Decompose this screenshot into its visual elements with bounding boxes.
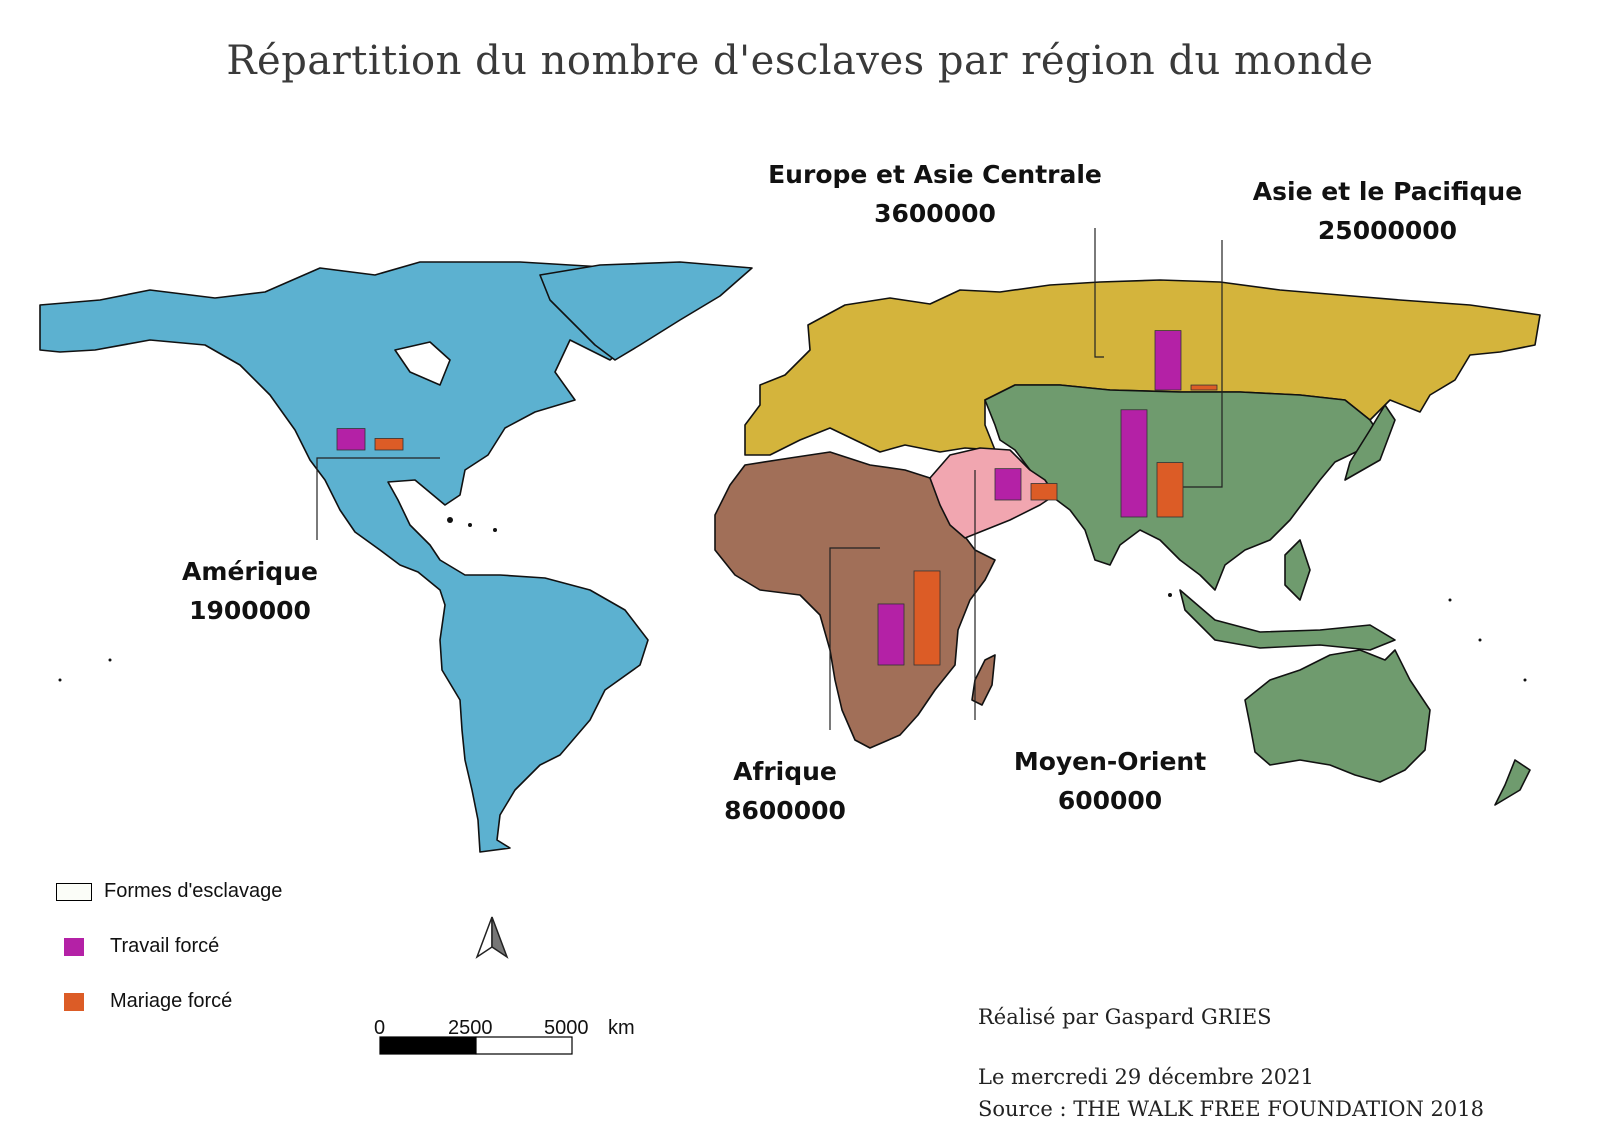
bar-travail-force-europe [1154,330,1182,391]
bar-mariage-force-europe [1190,384,1218,391]
greenland [539,261,753,361]
region-value-amerique: 1900000 [189,596,311,625]
credit-date: Le mercredi 29 décembre 2021 [978,1065,1314,1089]
indonesia [1179,589,1396,651]
philippines [1284,539,1311,601]
leader-line-europe [1094,228,1104,358]
bar-mariage-force-africa [913,570,941,666]
legend-item-mariage: Mariage forcé [64,990,232,1013]
bar-travail-force-middle-east [994,468,1022,501]
bar-travail-force-africa [877,603,905,666]
legend-swatch-travail [64,937,84,956]
australia [1244,649,1431,783]
region-value-afrique: 8600000 [724,796,846,825]
region-value-moyen-orient: 600000 [1057,786,1163,815]
leader-line-amerique [316,457,440,540]
leader-line-asie [1165,240,1223,488]
credit-author: Réalisé par Gaspard GRIES [978,1005,1272,1029]
leader-line-afrique [829,547,880,730]
region-europe-asie-centrale [744,279,1541,456]
bar-mariage-force-america [374,438,404,451]
bar-mariage-force-middle-east [1030,483,1058,501]
scale-tick-0: 0 [374,1017,386,1039]
north-arrow-icon [475,916,509,959]
region-label-moyen-orient: Moyen-Orient 600000 [990,742,1230,820]
legend-frame-swatch [56,882,92,901]
region-label-afrique: Afrique 8600000 [700,752,870,830]
region-label-asie: Asie et le Pacifique 25000000 [1220,172,1555,250]
region-label-europe: Europe et Asie Centrale 3600000 [735,155,1135,233]
legend-title-row: Formes d'esclavage [56,880,282,903]
bar-travail-force-asia [1120,409,1148,518]
scale-tick-5000: 5000 [544,1017,589,1039]
scale-bar [379,1036,573,1055]
region-name-moyen-orient: Moyen-Orient [1013,747,1207,776]
region-name-amerique: Amérique [182,557,318,586]
region-value-europe: 3600000 [874,199,996,228]
legend-label-mariage: Mariage forcé [110,990,233,1012]
bar-mariage-force-asia [1156,462,1184,518]
bar-travail-force-america [336,428,366,451]
japan [1344,404,1396,481]
legend-label-travail: Travail forcé [110,935,220,957]
scale-unit: km [608,1017,635,1039]
legend-title: Formes d'esclavage [104,880,283,902]
region-label-amerique: Amérique 1900000 [150,552,350,630]
legend-item-travail: Travail forcé [64,935,219,958]
credit-source: Source : THE WALK FREE FOUNDATION 2018 [978,1097,1484,1121]
region-name-afrique: Afrique [733,757,837,786]
region-name-europe: Europe et Asie Centrale [768,160,1102,189]
region-name-asie: Asie et le Pacifique [1252,177,1523,206]
new-zealand [1494,759,1531,806]
legend-swatch-mariage [64,992,84,1011]
scale-tick-2500: 2500 [448,1017,493,1039]
map-title: Répartition du nombre d'esclaves par rég… [226,38,1374,84]
region-afrique [714,451,996,749]
region-value-asie: 25000000 [1317,216,1458,245]
